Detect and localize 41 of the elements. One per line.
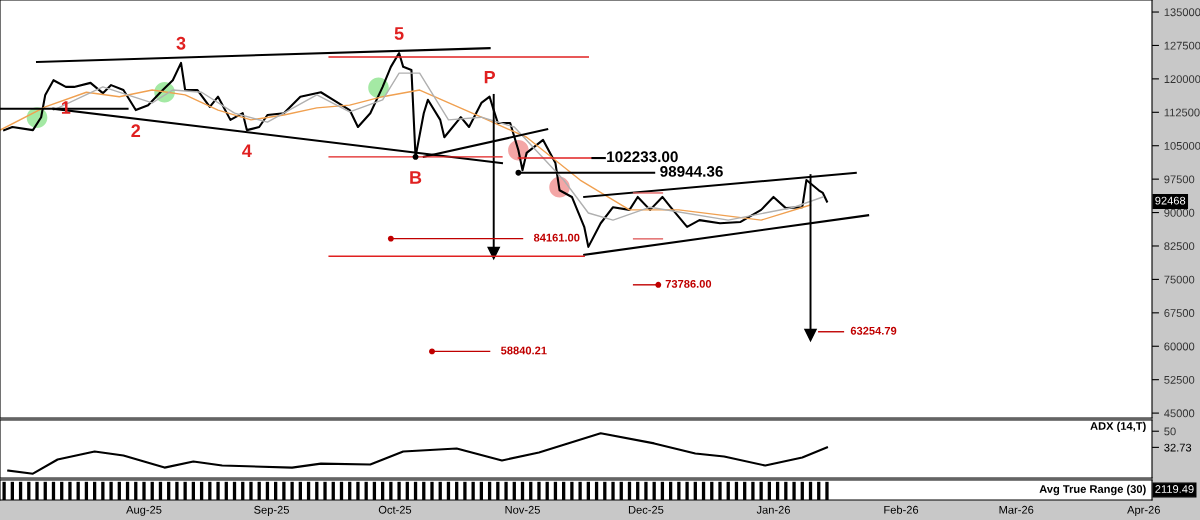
y-tick-label: 127500 [1164, 41, 1200, 50]
annotation: 5 [394, 27, 404, 40]
x-tick-label: Sep-25 [254, 505, 289, 516]
annotation: 84161.00 [533, 233, 580, 242]
y-tick-label: 50 [1164, 427, 1176, 436]
annotation: 102233.00 [607, 151, 678, 163]
y-tick-label: 97500 [1164, 175, 1195, 184]
y-tick-label: 112500 [1164, 108, 1200, 117]
x-tick-label: Feb-26 [884, 505, 919, 514]
annotation: 92468 [1155, 196, 1186, 205]
y-tick-label: 135000 [1164, 8, 1200, 17]
y-tick-label: 90000 [1164, 208, 1195, 217]
x-tick-label: Oct-25 [378, 505, 412, 514]
y-tick-label: 67500 [1164, 309, 1195, 317]
chart-title: ADX (14,T) [1090, 421, 1146, 433]
y-tick-label: 82500 [1164, 242, 1195, 251]
y-tick-label: 120000 [1164, 75, 1200, 84]
y-tick-label: 45000 [1164, 409, 1195, 418]
annotation: 63254.79 [850, 326, 897, 335]
y-tick-label: 32.73 [1164, 443, 1192, 452]
x-tick-label: Jan-26 [756, 505, 790, 514]
annotation: 58840.21 [501, 346, 547, 355]
annotation: 3 [176, 36, 186, 50]
text: 2119.49 [1155, 485, 1194, 493]
annotation: B [410, 171, 422, 184]
annotation: 98944.36 [660, 165, 723, 177]
annotation: 4 [242, 144, 252, 158]
x-tick-label: Dec-25 [628, 505, 664, 514]
x-tick-label: Nov-25 [505, 505, 540, 514]
annotation: 2 [131, 124, 141, 137]
annotation: 73786.00 [665, 279, 712, 288]
x-tick-label: Mar-26 [999, 505, 1034, 514]
chart-title: Avg True Range (30) [1039, 484, 1146, 496]
y-tick-label: 52500 [1164, 375, 1195, 384]
annotation: P [484, 70, 495, 84]
y-tick-label: 75000 [1164, 275, 1195, 284]
x-tick-label: Apr-26 [1127, 505, 1160, 516]
y-tick-label: 60000 [1164, 342, 1195, 351]
x-tick-label: Aug-25 [126, 505, 162, 516]
y-tick-label: 105000 [1164, 141, 1200, 150]
annotation: 1 [61, 101, 71, 114]
